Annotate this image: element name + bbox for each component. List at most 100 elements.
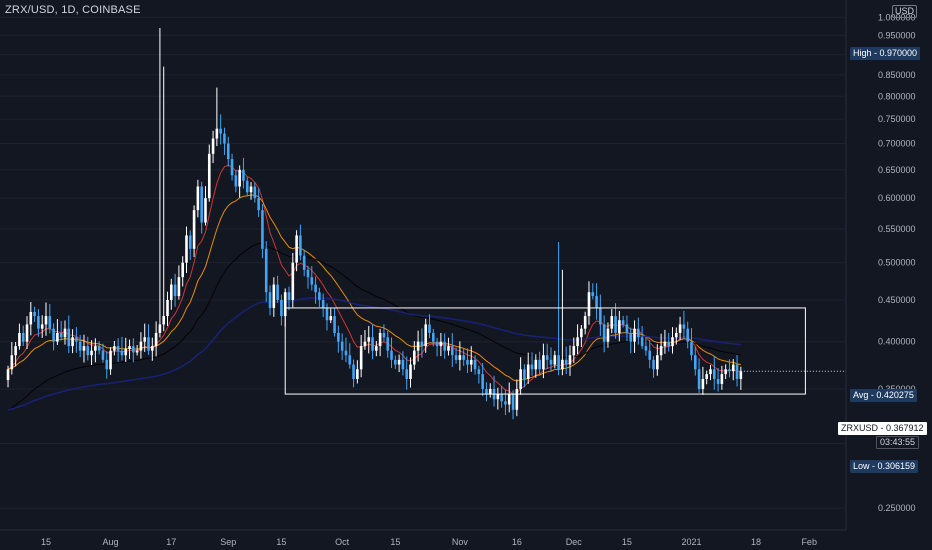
candle-body [321,299,325,308]
x-tick-label: Sep [220,537,236,547]
range-box [284,307,806,395]
candle-body [177,277,181,297]
candle-body [268,292,272,308]
y-tick-label: 0.550000 [878,224,916,234]
last-value: 0.367912 [886,423,924,433]
avg-value: 0.420275 [876,390,914,400]
x-tick-label: Dec [566,537,583,547]
candle-body [659,346,663,356]
candle-body [207,153,211,199]
y-tick-label: 0.250000 [878,503,916,513]
candle-body [386,337,390,351]
candle-body [67,328,71,347]
x-tick-label: 17 [166,537,176,547]
candle-body [523,369,526,379]
candle-body [287,292,291,300]
candle-body [348,355,352,365]
candle-body [211,138,215,154]
candle-body [78,341,82,351]
candle-body [310,277,314,285]
candle-body [63,328,67,338]
candle-body [583,316,587,329]
moving-averages [7,164,741,411]
candle-body [295,235,298,263]
ma-long-line [7,297,741,411]
candle-body [454,355,458,360]
candle-body [188,235,192,249]
candle-body [356,369,359,379]
candle-body [652,359,655,370]
candle-body [500,394,503,402]
candle-body [37,316,40,329]
symbol-title: ZRX/USD, 1D, COINBASE [5,4,141,16]
x-tick-label: Nov [452,537,469,547]
candle-body [439,341,443,347]
avg-label-text: Avg [853,390,869,400]
candle-body [6,369,10,381]
currency-button[interactable]: USD [892,5,918,18]
candle-body [511,394,515,410]
candle-body [614,316,617,333]
candlesticks [6,28,743,420]
candle-body [538,359,541,370]
candle-body [618,320,621,333]
candle-body [587,292,591,317]
candle-body [238,169,241,187]
candle-body [147,337,150,351]
candle-body [128,346,131,349]
ma-slow-line [7,242,741,411]
x-tick-label: Feb [801,537,817,547]
candle-body [230,159,234,176]
candle-body [18,332,21,347]
candle-body [75,337,78,342]
candle-body [690,341,693,356]
candle-body [371,337,374,351]
candle-body [507,394,511,405]
candle-body [170,284,173,300]
y-tick-label: 0.650000 [878,165,916,175]
x-tick-label: Aug [103,537,119,547]
y-tick-label: 0.950000 [878,30,916,40]
time-axis[interactable]: 15 Aug 17 Sep 15 Oct 15 Nov 16 Dec 15 2021 18 Feb [41,537,817,547]
x-tick-label: 18 [751,537,761,547]
candle-body [242,169,245,181]
candle-body [257,198,260,211]
candle-body [367,337,371,342]
candle-body [633,328,636,342]
candle-body [731,364,735,372]
candle-body [606,328,610,342]
candle-body [450,346,454,356]
candle-body [477,369,481,375]
candle-body [488,388,492,395]
candle-body [151,346,154,351]
candle-body [443,341,446,351]
candle-body [306,269,310,278]
candle-body [469,359,473,365]
candle-body [671,337,674,347]
candle-body [196,186,200,211]
candle-body [52,328,55,342]
candle-body [340,341,344,351]
candle-body [519,369,522,389]
candle-body [466,359,469,365]
candle-body [473,359,477,370]
candle-body [325,307,329,321]
candle-body [302,255,306,270]
candle-body [724,369,727,375]
candle-body [720,374,724,384]
candle-body [21,332,25,342]
candle-body [481,374,484,389]
candle-body [397,359,401,365]
candle-body [329,316,333,321]
candle-body [621,320,625,325]
candle-body [291,262,295,300]
candle-body [705,374,708,379]
candle-body [675,332,678,338]
candle-body [549,359,553,365]
y-tick-label: 0.850000 [878,70,916,80]
candle-body [431,332,435,342]
low-value: 0.306159 [877,461,916,471]
candle-body [109,350,112,370]
candle-body [390,350,393,360]
